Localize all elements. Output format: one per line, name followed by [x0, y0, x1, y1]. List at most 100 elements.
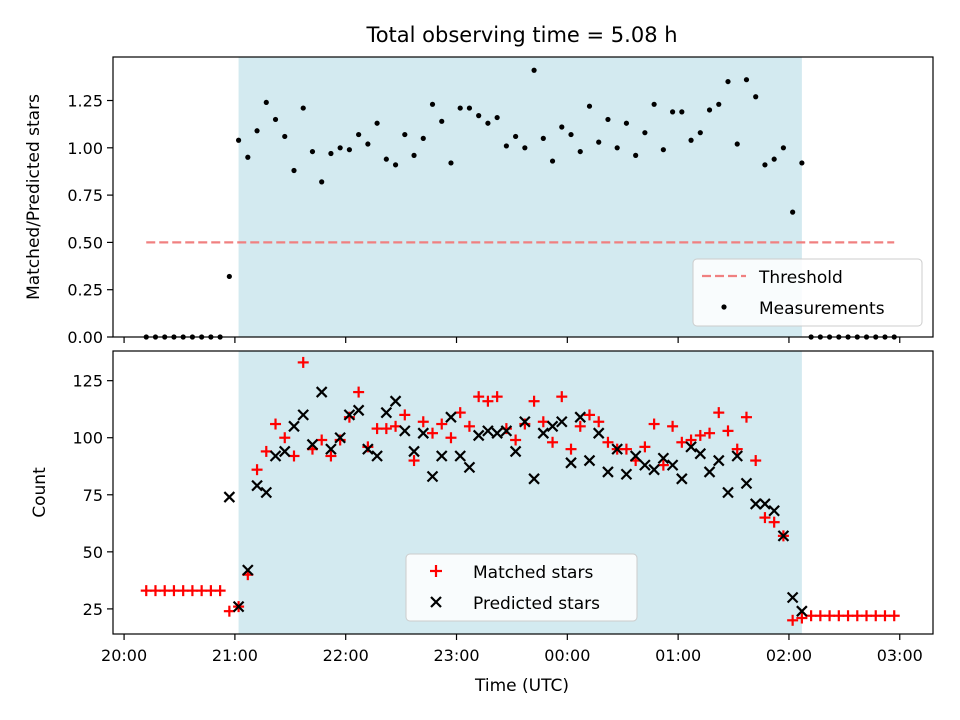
predicted-star-point [676, 473, 688, 485]
measurement-point [309, 148, 316, 155]
measurement-point [725, 78, 731, 85]
measurement-point [623, 120, 630, 126]
matched-star-point [463, 420, 475, 432]
predicted-star-point [509, 445, 522, 458]
predicted-star-point [592, 427, 605, 439]
measurement-point [485, 120, 491, 126]
matched-star-point [482, 395, 494, 407]
predicted-star-points [223, 386, 808, 617]
measurement-point [254, 128, 260, 134]
predicted-star-point [315, 386, 328, 398]
matched-star-point [168, 585, 180, 597]
measurement-point [235, 137, 242, 143]
matched-star-point [851, 610, 863, 622]
predicted-star-point [408, 445, 420, 458]
predicted-star-point [352, 404, 365, 417]
predicted-star-point [426, 470, 439, 483]
matched-star-point [223, 605, 235, 617]
measurement-point [494, 114, 500, 121]
measurement-point [411, 152, 417, 158]
predicted-star-point [288, 420, 300, 433]
matched-star-point [814, 610, 826, 622]
x-tick-label: 20:00 [101, 646, 147, 665]
predicted-star-point [731, 450, 744, 462]
y-tick-label: 1.00 [67, 139, 103, 158]
measurement-point [300, 105, 306, 111]
matched-star-point [879, 610, 891, 622]
predicted-star-point [260, 486, 273, 499]
predicted-star-point [556, 415, 568, 428]
matched-star-point [316, 434, 328, 446]
measurement-point [503, 143, 509, 149]
y-tick-label: 50 [83, 543, 103, 562]
matched-star-point [694, 429, 706, 441]
matched-star-point [796, 612, 808, 624]
measurement-point [476, 113, 482, 119]
y-tick-label: 0.75 [67, 186, 103, 205]
predicted-star-point [546, 420, 559, 433]
predicted-star-point [417, 427, 430, 439]
measurement-point [549, 158, 556, 164]
predicted-star-point [611, 443, 623, 455]
measurement-points [143, 67, 897, 340]
matched-star-point [427, 427, 439, 439]
predicted-star-point [399, 425, 411, 437]
matched-star-point [768, 516, 780, 528]
predicted-star-point [491, 427, 503, 439]
measurement-point [697, 130, 703, 136]
predicted-star-point [786, 591, 799, 604]
count-y-axis-label: Count [30, 467, 50, 518]
predicted-star-point [602, 466, 614, 478]
predicted-star-point [565, 457, 577, 469]
matched-star-point [620, 443, 632, 455]
measurement-point [743, 77, 750, 83]
legend-predicted-label: Predicted stars [473, 594, 600, 614]
predicted-star-point [334, 431, 346, 444]
measurement-point [568, 131, 574, 138]
measurement-point [402, 131, 408, 138]
predicted-star-point [371, 450, 383, 462]
matched-star-point [279, 432, 291, 444]
measurement-point [660, 147, 666, 153]
matched-star-point [251, 464, 263, 476]
matched-star-point [297, 356, 309, 368]
legend-matched-label: Matched stars [473, 563, 593, 583]
predicted-star-point [768, 504, 780, 517]
measurement-point [346, 147, 352, 153]
time-x-ticks: 20:00 21:00 22:00 23:00 00:00 01:00 02:00 03:00 [101, 634, 923, 665]
predicted-star-point [685, 441, 697, 453]
measurement-point [734, 141, 740, 147]
measurement-point [559, 124, 565, 130]
predicted-star-point [232, 600, 245, 613]
predicted-star-point [472, 429, 485, 442]
x-tick-label: 03:00 [877, 646, 923, 665]
measurement-point [679, 109, 685, 115]
matched-star-point [593, 416, 605, 428]
matched-star-point [186, 585, 198, 597]
legend-measurements-label: Measurements [759, 299, 885, 319]
measurement-point [716, 101, 722, 107]
measurement-point [439, 118, 445, 124]
ratio-x-tick-marks [123, 337, 901, 343]
measurement-point [586, 103, 593, 109]
matched-star-point [824, 610, 836, 622]
matched-star-point [149, 585, 161, 597]
measurement-point [780, 145, 787, 151]
matched-star-point [648, 418, 660, 430]
measurement-point [633, 152, 639, 158]
measurement-point [337, 145, 343, 151]
matched-star-point [445, 432, 457, 444]
predicted-star-point [380, 406, 393, 419]
measurement-point [282, 133, 288, 140]
matched-star-point [270, 418, 282, 430]
predicted-star-point [482, 425, 494, 437]
measurement-point [651, 101, 657, 107]
matched-star-point [196, 585, 208, 597]
measurement-point [457, 105, 463, 111]
matched-star-point [510, 434, 522, 446]
measurement-point [614, 145, 620, 151]
predicted-star-point [269, 450, 282, 462]
predicted-star-point [712, 454, 725, 467]
matched-star-point [205, 585, 217, 597]
matched-star-point [583, 409, 595, 421]
